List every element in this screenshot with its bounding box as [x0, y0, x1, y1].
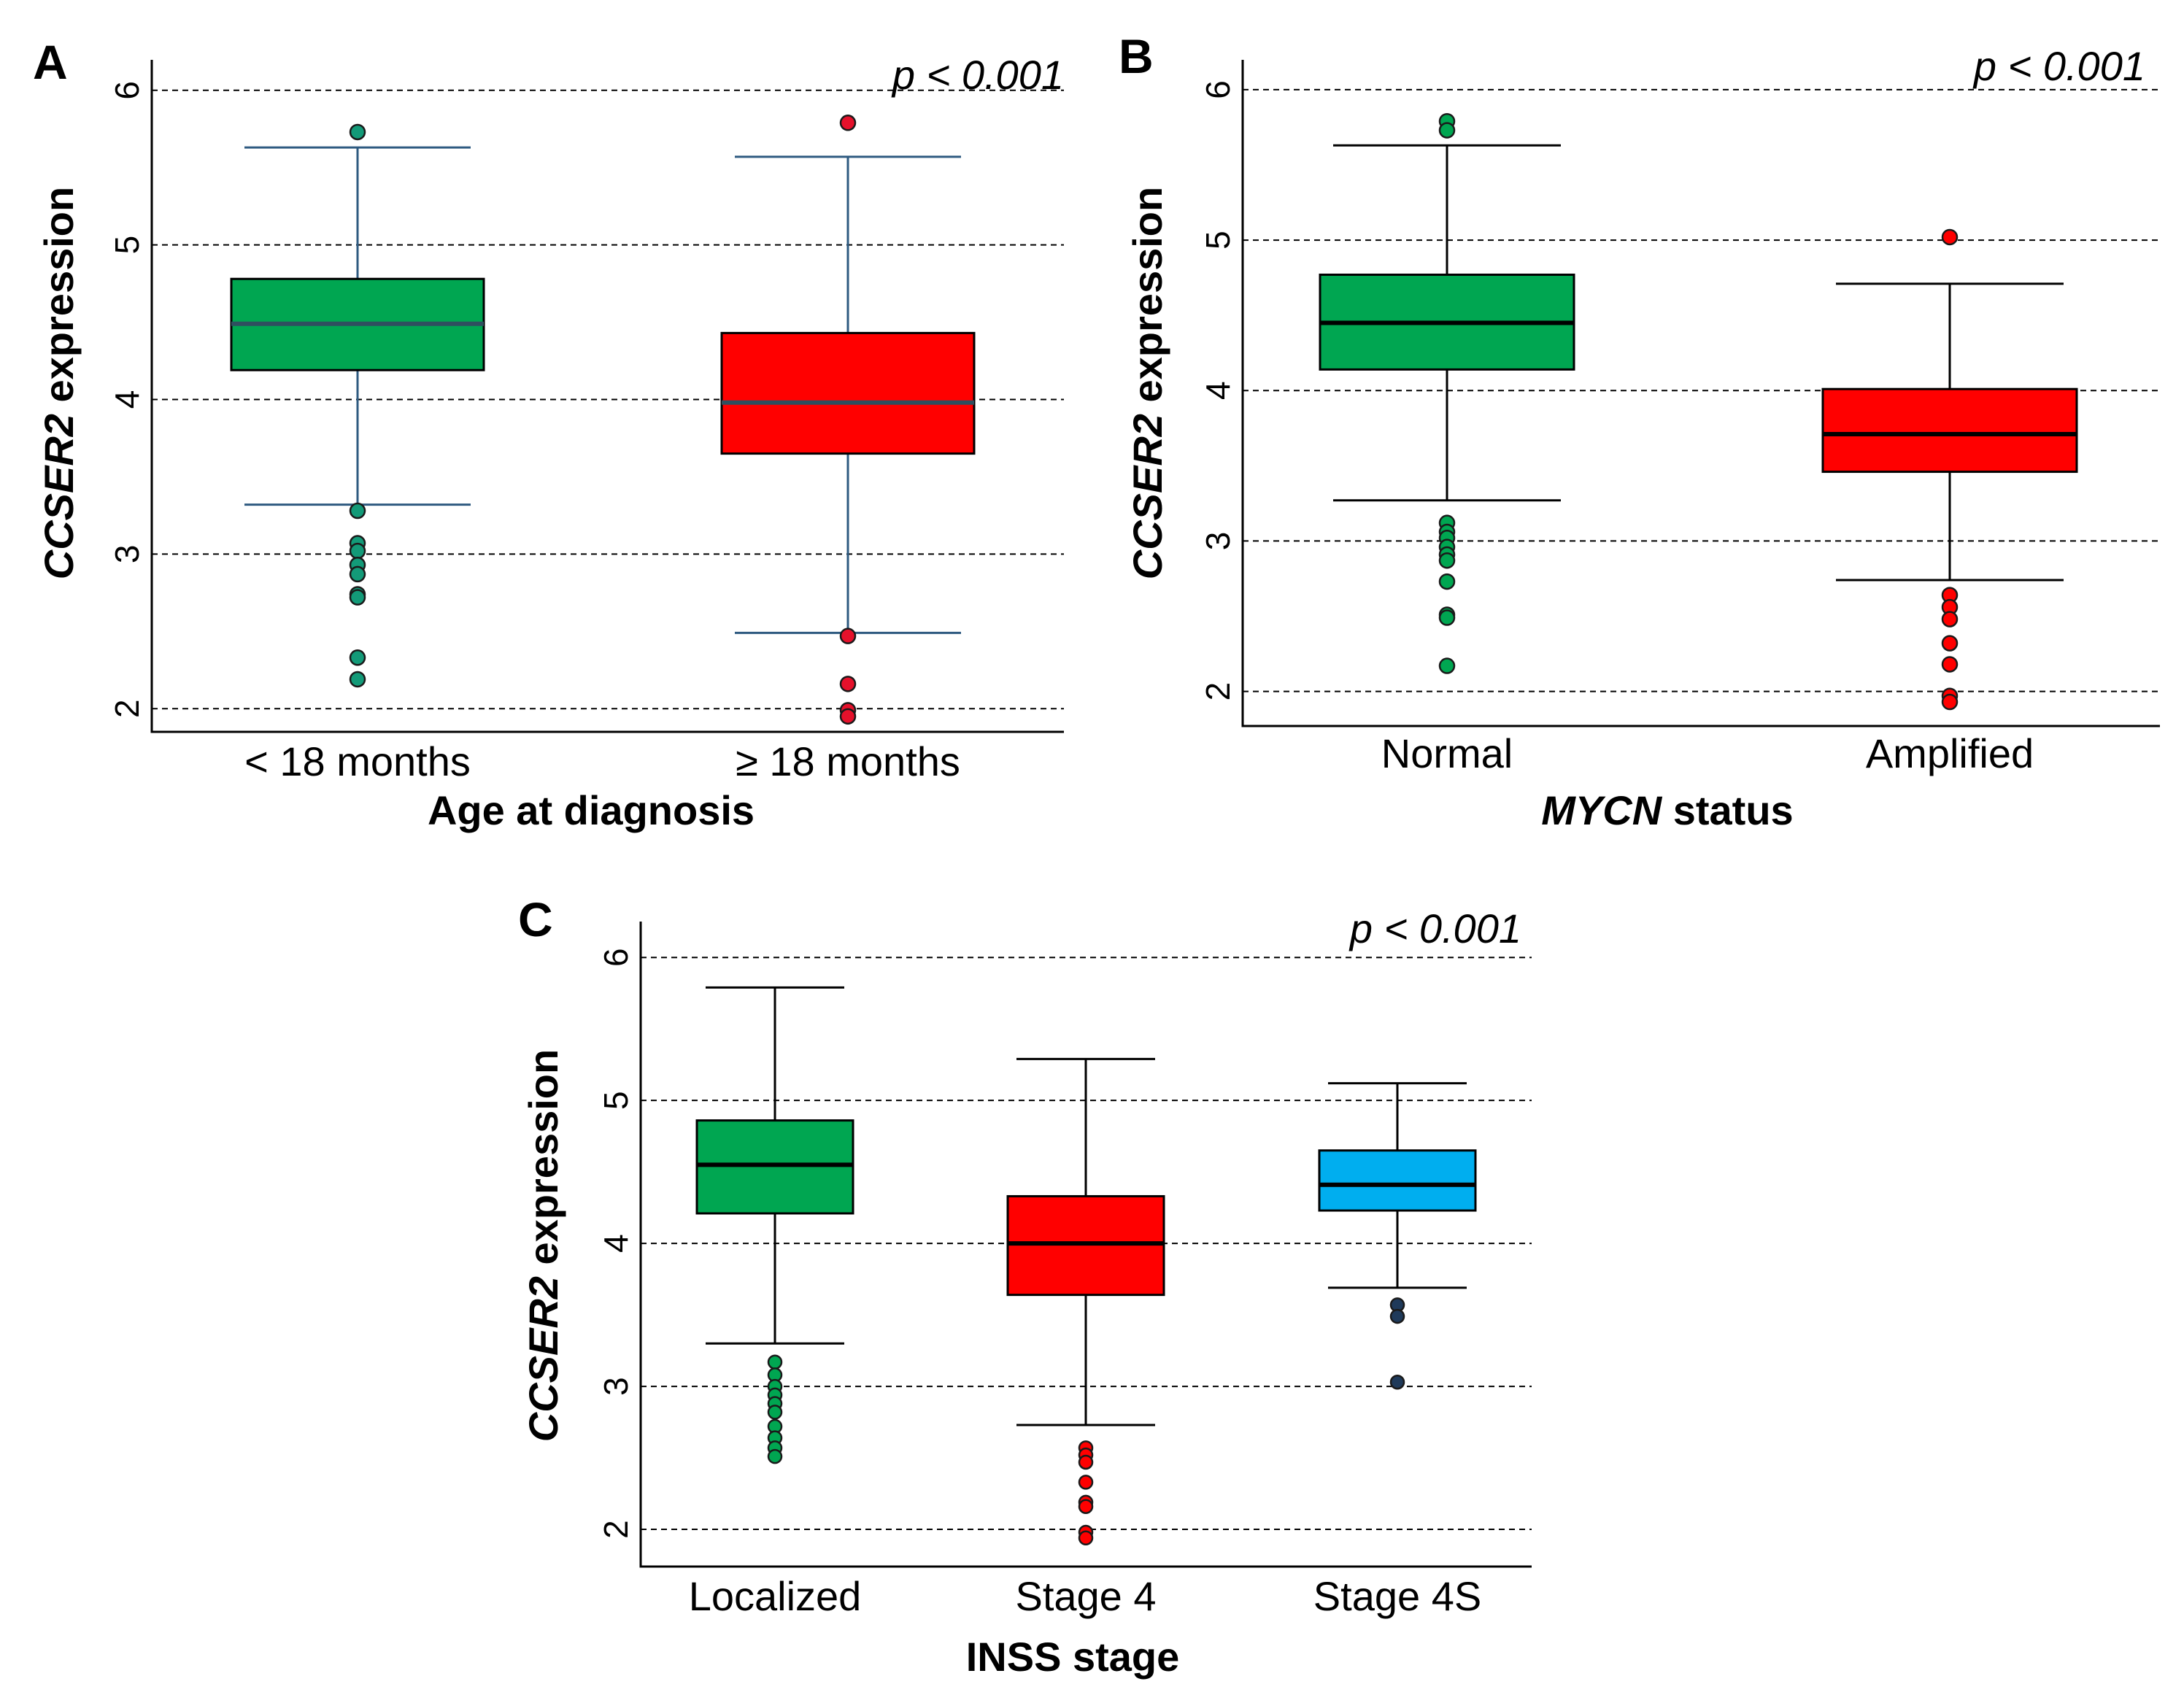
box-0	[1319, 112, 1575, 674]
x-axis-label-rest: Age at diagnosis	[428, 787, 755, 833]
y-tick-label: 2	[597, 1520, 635, 1539]
y-axis-label-rest: expression	[520, 1049, 566, 1276]
outlier-point	[839, 708, 857, 725]
box-1	[1006, 1057, 1165, 1546]
panel-letter: A	[33, 35, 68, 89]
x-axis-label-italic: MYCN	[1541, 787, 1662, 833]
outlier-point	[1389, 1308, 1405, 1324]
x-axis-label-rest: status	[1662, 787, 1794, 833]
panel-b: B 2 3 4 5 6 Normal Amplified p < 0.001 CCSER2 exp…	[1119, 29, 2160, 833]
y-tick-label: 4	[597, 1234, 635, 1253]
y-axis-label-rest: expression	[36, 187, 82, 414]
panel-letter: B	[1119, 29, 1154, 83]
y-tick-label: 3	[597, 1377, 635, 1396]
outlier-point	[349, 649, 366, 666]
category-label: Stage 4S	[1313, 1573, 1481, 1619]
y-tick-label: 4	[108, 390, 146, 409]
box-iqr	[1821, 387, 2078, 474]
outlier-point	[349, 542, 366, 560]
outlier-point	[1941, 228, 1959, 246]
box-1	[1821, 228, 2078, 711]
outlier-point	[1941, 656, 1959, 673]
y-axis-label-italic: CCSER2	[36, 414, 82, 579]
outlier-point	[839, 115, 857, 131]
outlier-point	[349, 123, 366, 141]
y-axis-label: CCSER2 expression	[1124, 187, 1170, 579]
outlier-point	[349, 502, 366, 520]
outlier-point	[1438, 573, 1456, 590]
y-tick-label: 6	[597, 948, 635, 967]
y-tick-label: 3	[108, 545, 146, 564]
outlier-point	[1941, 611, 1959, 627]
y-tick-label: 6	[1199, 80, 1237, 99]
outlier-point	[1941, 693, 1959, 711]
outlier-point	[1438, 657, 1456, 674]
y-axis-label-italic: CCSER2	[520, 1276, 566, 1442]
outlier-point	[767, 1354, 783, 1370]
box-1	[720, 115, 976, 725]
y-axis-label: CCSER2 expression	[36, 187, 82, 579]
y-tick-label: 5	[108, 236, 146, 255]
x-axis-label: INSS stage	[966, 1634, 1180, 1680]
p-value: p < 0.001	[1348, 905, 1521, 951]
outlier-point	[1078, 1530, 1094, 1546]
outlier-point	[1078, 1499, 1094, 1514]
x-axis-label-rest: INSS stage	[966, 1634, 1180, 1680]
axis-lines	[639, 922, 1532, 1568]
y-tick-label: 3	[1199, 532, 1237, 551]
box-0	[695, 986, 854, 1464]
panel-a: A 2 3 4 5 6 < 18 months ≥ 18 months p < 0.001 CCS…	[33, 35, 1064, 833]
y-tick-label: 2	[1199, 682, 1237, 701]
outlier-point	[1078, 1475, 1094, 1490]
y-tick-label: 5	[1199, 231, 1237, 250]
y-tick-label: 2	[108, 699, 146, 718]
outlier-point	[349, 671, 366, 688]
outlier-point	[1078, 1454, 1094, 1470]
outlier-point	[767, 1448, 783, 1464]
category-label: < 18 months	[244, 738, 471, 784]
y-tick-label: 5	[597, 1091, 635, 1110]
x-axis-label: MYCN status	[1541, 787, 1793, 833]
category-label: Amplified	[1866, 730, 2034, 776]
box-2	[1318, 1082, 1477, 1390]
y-axis-label-rest: expression	[1124, 187, 1170, 414]
outlier-point	[349, 565, 366, 583]
panel-letter: C	[518, 892, 553, 946]
p-value: p < 0.001	[1972, 43, 2145, 89]
axis-lines	[1241, 60, 2160, 727]
category-label: Stage 4	[1015, 1573, 1156, 1619]
x-axis-label: Age at diagnosis	[428, 787, 755, 833]
box-iqr	[720, 331, 976, 455]
box-0	[230, 123, 485, 688]
axis-lines	[150, 60, 1064, 733]
outlier-point	[1389, 1374, 1405, 1390]
outlier-point	[1438, 552, 1456, 569]
y-axis-label-italic: CCSER2	[1124, 414, 1170, 579]
outlier-point	[1941, 635, 1959, 652]
y-axis-label: CCSER2 expression	[520, 1049, 566, 1442]
y-tick-label: 6	[108, 81, 146, 100]
outlier-point	[1438, 122, 1456, 139]
category-label: Normal	[1381, 730, 1513, 776]
y-tick-label: 4	[1199, 381, 1237, 400]
outlier-point	[349, 589, 366, 606]
panel-c: C 2 3 4 5 6 Localized Stage 4 Stage 4S p < 0.001 C…	[518, 892, 1532, 1680]
category-label: ≥ 18 months	[736, 738, 960, 784]
outlier-point	[839, 627, 857, 644]
outlier-point	[767, 1405, 783, 1420]
outlier-point	[839, 676, 857, 692]
p-value: p < 0.001	[891, 52, 1064, 98]
category-label: Localized	[689, 1573, 862, 1619]
box-iqr	[1318, 1149, 1477, 1212]
outlier-point	[1438, 609, 1456, 626]
